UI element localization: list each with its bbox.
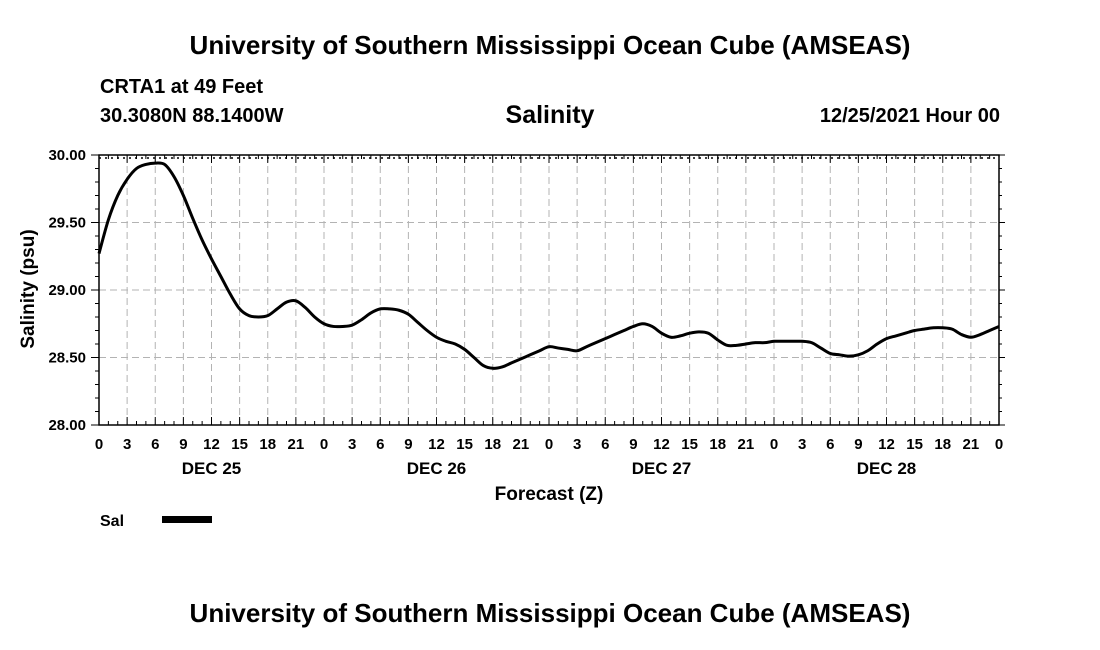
chart-main-title: University of Southern Mississippi Ocean… [189, 30, 911, 60]
day-label: DEC 28 [857, 459, 917, 478]
plot-frame [98, 154, 1000, 426]
coordinates-label: 30.3080N 88.1400W [100, 105, 284, 127]
x-tick-label: 9 [629, 436, 637, 453]
x-axis-label: Forecast (Z) [495, 484, 604, 505]
x-tick-label: 18 [484, 436, 501, 453]
x-tick-label: 15 [681, 436, 698, 453]
x-tick-label: 9 [404, 436, 412, 453]
x-tick-label: 15 [231, 436, 248, 453]
x-tick-label: 6 [376, 436, 384, 453]
x-tick-label: 21 [738, 436, 755, 453]
x-tick-label: 3 [348, 436, 356, 453]
day-label: DEC 25 [182, 459, 242, 478]
y-tick-labels: 28.00 28.50 29.00 29.50 30.00 [48, 147, 86, 434]
x-tick-labels: 0 3 6 9 12 15 18 21 0 3 6 9 12 15 18 21 0 3 6 9 12 15 18 21 0 3 6 9… [95, 436, 1003, 453]
x-tick-label: 21 [963, 436, 980, 453]
y-tick-label: 29.50 [48, 215, 86, 232]
x-tick-label: 18 [709, 436, 726, 453]
plot-title: Salinity [505, 101, 595, 129]
x-tick-label: 21 [288, 436, 305, 453]
x-tick-label: 12 [653, 436, 670, 453]
x-tick-label: 0 [320, 436, 328, 453]
x-tick-label: 0 [770, 436, 778, 453]
grid-layer [99, 155, 999, 425]
x-tick-label: 0 [545, 436, 553, 453]
legend-swatch [162, 516, 212, 523]
y-tick-label: 30.00 [48, 147, 86, 164]
day-label: DEC 26 [407, 459, 467, 478]
day-label: DEC 27 [632, 459, 692, 478]
x-tick-label: 15 [456, 436, 473, 453]
x-tick-label: 3 [573, 436, 581, 453]
y-axis-label: Salinity (psu) [18, 229, 39, 348]
y-tick-label: 28.50 [48, 350, 86, 367]
x-tick-label: 0 [995, 436, 1003, 453]
y-tick-label: 28.00 [48, 417, 86, 434]
x-tick-label: 6 [601, 436, 609, 453]
legend-label: Sal [100, 513, 124, 530]
y-tick-label: 29.00 [48, 282, 86, 299]
x-tick-label: 6 [151, 436, 159, 453]
x-tick-label: 9 [179, 436, 187, 453]
x-tick-label: 6 [826, 436, 834, 453]
forecast-datetime: 12/25/2021 Hour 00 [819, 105, 1000, 127]
chart-footer-title: University of Southern Mississippi Ocean… [189, 598, 911, 628]
station-label: CRTA1 at 49 Feet [100, 76, 264, 98]
x-tick-label: 9 [854, 436, 862, 453]
x-tick-label: 3 [123, 436, 131, 453]
x-tick-label: 15 [906, 436, 923, 453]
x-tick-label: 3 [798, 436, 806, 453]
x-tick-label: 12 [878, 436, 895, 453]
salinity-series-line [97, 161, 1000, 370]
x-tick-label: 0 [95, 436, 103, 453]
x-tick-label: 18 [934, 436, 951, 453]
x-tick-label: 12 [428, 436, 445, 453]
x-tick-label: 18 [259, 436, 276, 453]
day-labels: DEC 25 DEC 26 DEC 27 DEC 28 [182, 459, 917, 478]
x-tick-label: 21 [513, 436, 530, 453]
x-tick-label: 12 [203, 436, 220, 453]
